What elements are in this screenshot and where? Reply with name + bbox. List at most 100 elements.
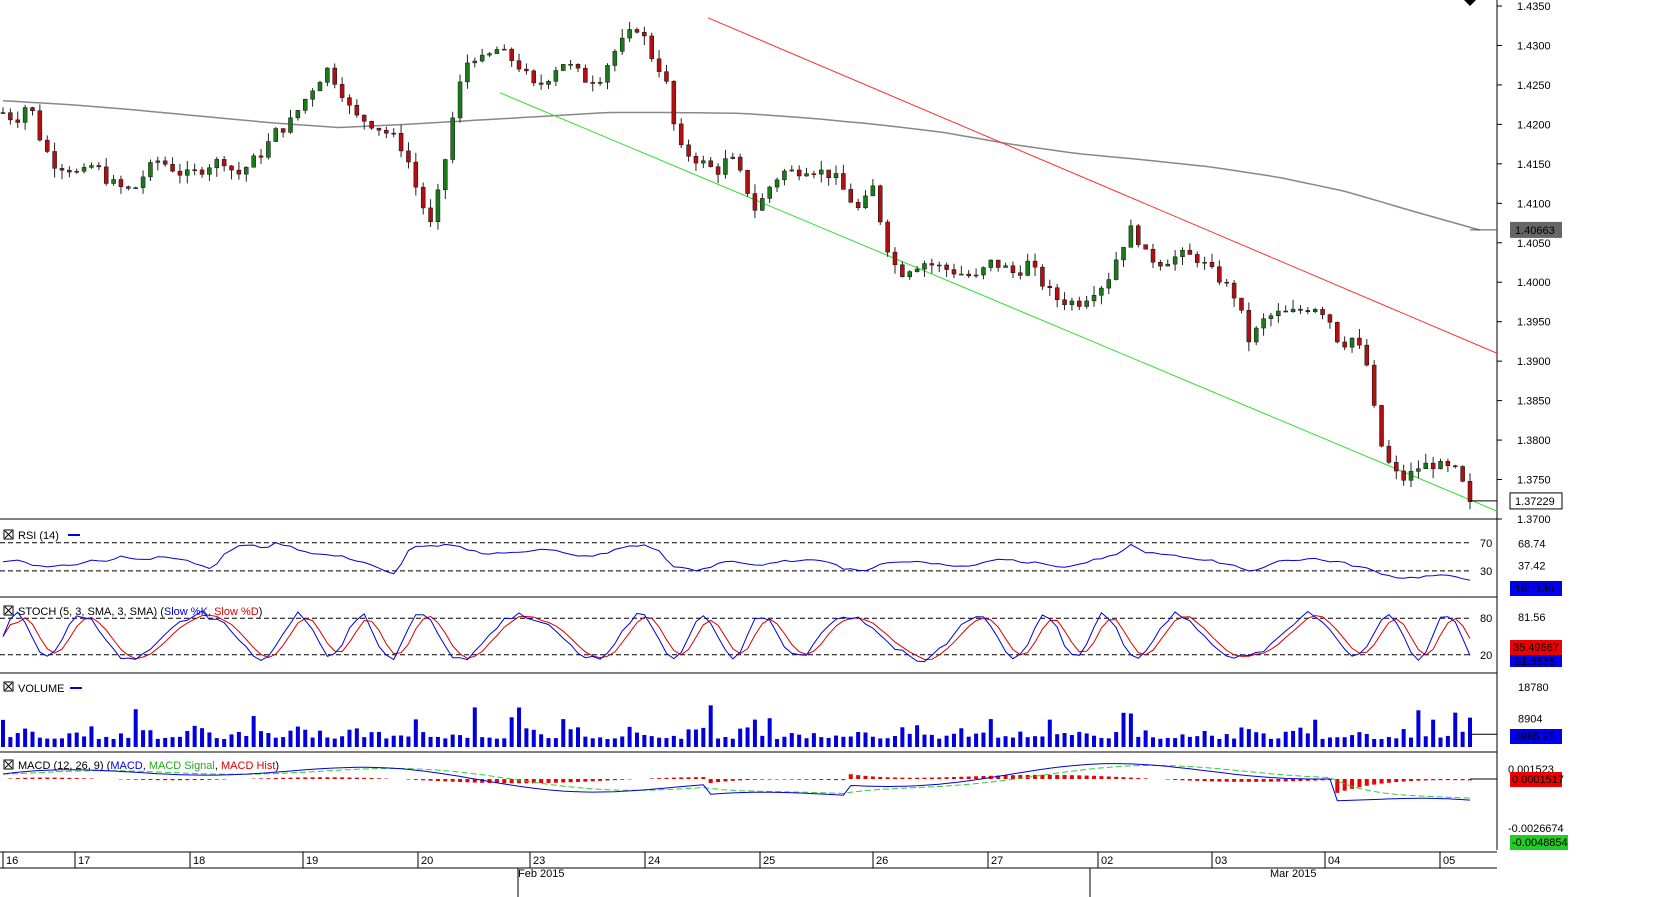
macd-hist-bar xyxy=(1261,779,1266,782)
volume-bar xyxy=(288,730,293,747)
volume-bar xyxy=(1313,719,1318,747)
candle xyxy=(1445,461,1451,466)
macd-hist-bar xyxy=(37,777,42,779)
macd-hist-bar xyxy=(1239,779,1244,782)
volume-bar xyxy=(354,728,359,747)
volume-bar xyxy=(1350,735,1355,747)
candle xyxy=(516,60,522,70)
macd-hist-bar xyxy=(1283,779,1288,782)
candle xyxy=(1261,318,1266,329)
rsi-close-icon[interactable] xyxy=(3,529,14,540)
macd-hist-bar xyxy=(775,779,780,780)
stoch-close-icon[interactable] xyxy=(3,605,14,616)
candle xyxy=(752,193,758,211)
volume-bar xyxy=(915,725,920,747)
volume-bar xyxy=(214,738,219,747)
day-tick-label: 05 xyxy=(1443,855,1455,867)
candle xyxy=(339,84,345,98)
macd-hist-bar xyxy=(126,779,131,780)
volume-bar xyxy=(1416,710,1421,747)
candle xyxy=(981,267,986,276)
volume-bar xyxy=(863,732,868,747)
volume-close-icon[interactable] xyxy=(3,681,14,692)
macd-hist-bar xyxy=(937,777,942,779)
candlesticks xyxy=(0,21,1473,510)
macd-hist-bar xyxy=(1062,775,1067,779)
trend-channel xyxy=(499,17,1498,512)
candle xyxy=(266,141,271,158)
close-icon xyxy=(4,682,13,691)
volume-bar xyxy=(340,736,345,747)
close-icon xyxy=(4,530,13,539)
candle xyxy=(310,90,315,100)
volume-bar xyxy=(303,729,308,747)
macd-hist-bar xyxy=(1453,779,1458,781)
rsi-level-label: 30 xyxy=(1480,566,1492,578)
macd-hist-bar xyxy=(502,779,507,784)
macd-hist-bar xyxy=(59,777,64,779)
macd-hist-bar xyxy=(23,777,28,779)
candle xyxy=(878,185,883,223)
candle xyxy=(354,104,360,116)
volume-bar xyxy=(266,733,271,747)
macd-hist-bar xyxy=(1187,779,1192,781)
candle xyxy=(693,156,699,164)
candle xyxy=(678,123,684,146)
candle xyxy=(664,71,669,82)
macd-hist-bar xyxy=(472,779,477,783)
macd-hist-bar xyxy=(1468,779,1472,781)
candle xyxy=(1342,341,1347,348)
candle xyxy=(804,173,809,177)
candle xyxy=(782,170,787,181)
candle xyxy=(236,169,242,175)
price-tick-label: 1.3900 xyxy=(1517,356,1551,368)
volume-bar xyxy=(37,737,42,747)
macd-hist-bar xyxy=(376,778,381,779)
volume-bar xyxy=(885,738,890,747)
volume-bar xyxy=(907,733,912,747)
candle xyxy=(126,186,131,189)
macd-hist-box xyxy=(1510,772,1562,787)
candle xyxy=(44,139,50,152)
volume-bar xyxy=(1158,738,1163,747)
volume-bar xyxy=(450,734,455,747)
macd-hist-bar xyxy=(1173,779,1178,780)
price-tick-label: 1.4050 xyxy=(1517,238,1551,250)
candle xyxy=(656,58,662,72)
candle xyxy=(1209,262,1215,267)
macd-hist-bar xyxy=(52,777,57,779)
macd-hist-bar xyxy=(1313,779,1318,781)
macd-hist-bar xyxy=(1246,779,1251,782)
macd-hist-bar xyxy=(679,777,684,779)
volume-bar xyxy=(634,732,639,747)
candle xyxy=(605,65,610,83)
macd-hist-bar xyxy=(966,776,971,779)
macd-hist-bar xyxy=(723,779,728,782)
macd-hist-bar xyxy=(1372,779,1377,785)
volume-bar xyxy=(752,719,757,747)
price-tick-label: 1.3950 xyxy=(1517,317,1551,329)
candle xyxy=(199,169,205,175)
macd-close-icon[interactable] xyxy=(3,759,14,770)
volume-bar xyxy=(775,739,780,747)
candle xyxy=(1276,310,1281,316)
macd-hist-bar xyxy=(553,779,558,783)
macd-hist-bar xyxy=(517,779,522,784)
channel-lower-line xyxy=(499,92,1498,512)
candle xyxy=(1379,405,1384,447)
volume-bar xyxy=(664,738,669,747)
volume-bar xyxy=(163,737,168,747)
volume-bar xyxy=(244,735,249,747)
macd-hist-bar xyxy=(443,779,448,782)
volume-bar xyxy=(716,738,721,747)
macd-hist-bar xyxy=(915,777,920,779)
candle xyxy=(1091,295,1097,302)
candle xyxy=(472,60,478,64)
volume-bar xyxy=(192,725,197,747)
macd-hist-bar xyxy=(369,778,374,779)
volume-axis-label: 8904 xyxy=(1518,714,1542,726)
macd-hist-bar xyxy=(657,778,662,779)
scroll-marker-icon[interactable] xyxy=(1464,0,1476,6)
macd-hist-bar xyxy=(1416,779,1421,781)
volume-bar xyxy=(723,737,728,747)
